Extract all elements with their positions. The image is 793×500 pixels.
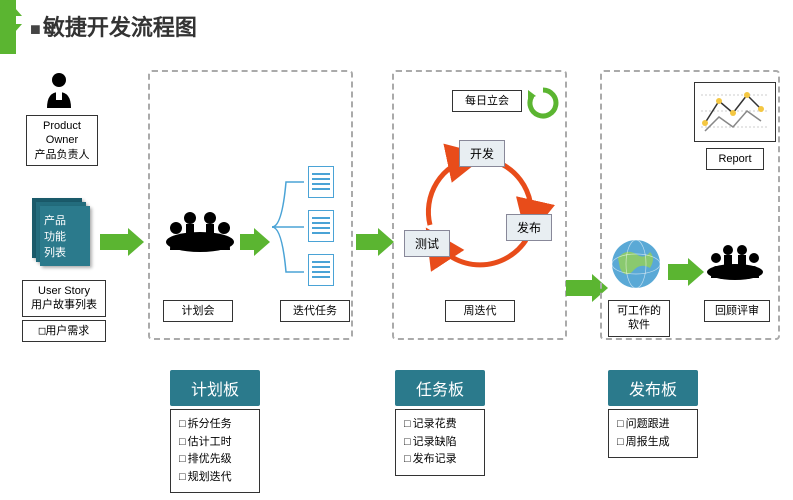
working-software-label: 可工作的 软件 — [608, 300, 670, 337]
daily-standup-label: 每日立会 — [452, 90, 522, 112]
panel-item: 问题跟进 — [617, 416, 689, 434]
task-panel-header: 任务板 — [395, 370, 485, 406]
task-doc-icon — [308, 210, 334, 242]
iteration-tasks-label: 迭代任务 — [280, 300, 350, 322]
branch-lines — [270, 172, 310, 282]
product-owner-label: Product Owner 产品负责人 — [26, 115, 98, 166]
panel-item: 估计工时 — [179, 434, 251, 452]
product-owner-group: Product Owner 产品负责人 — [26, 70, 98, 166]
report-label: Report — [706, 148, 764, 170]
release-panel-header: 发布板 — [608, 370, 698, 406]
diagram-title: 敏捷开发流程图 — [30, 10, 197, 42]
iteration-label: 周迭代 — [445, 300, 515, 322]
user-req-label: □用户需求 — [22, 320, 106, 342]
task-doc-icon — [308, 254, 334, 286]
user-story-label: User Story 用户故事列表 — [22, 280, 106, 317]
backlog-card: 产品 功能 列表 — [40, 206, 90, 266]
planning-panel: 计划板 拆分任务估计工时排优先级规划迭代 — [170, 370, 260, 493]
cycle-release-label: 发布 — [506, 214, 552, 241]
planning-panel-header: 计划板 — [170, 370, 260, 406]
review-meeting-icon — [702, 236, 768, 299]
planning-panel-body: 拆分任务估计工时排优先级规划迭代 — [170, 409, 260, 493]
panel-item: 记录缺陷 — [404, 434, 476, 452]
release-panel: 发布板 问题跟进周报生成 — [608, 370, 698, 458]
review-label: 回顾评审 — [704, 300, 770, 322]
person-icon — [26, 70, 92, 115]
task-panel: 任务板 记录花费记录缺陷发布记录 — [395, 370, 485, 476]
meeting-label: 计划会 — [163, 300, 233, 322]
panel-item: 拆分任务 — [179, 416, 251, 434]
panel-item: 发布记录 — [404, 451, 476, 469]
task-doc-icon — [308, 166, 334, 198]
panel-item: 周报生成 — [617, 434, 689, 452]
task-panel-body: 记录花费记录缺陷发布记录 — [395, 409, 485, 476]
panel-item: 规划迭代 — [179, 469, 251, 487]
release-panel-body: 问题跟进周报生成 — [608, 409, 698, 458]
panel-item: 排优先级 — [179, 451, 251, 469]
chart-icon — [694, 82, 776, 142]
globe-icon — [610, 238, 662, 295]
cycle-dev-label: 开发 — [459, 140, 505, 167]
refresh-icon — [526, 86, 560, 120]
meeting-icon — [160, 200, 240, 275]
panel-item: 记录花费 — [404, 416, 476, 434]
cycle-test-label: 测试 — [404, 230, 450, 257]
